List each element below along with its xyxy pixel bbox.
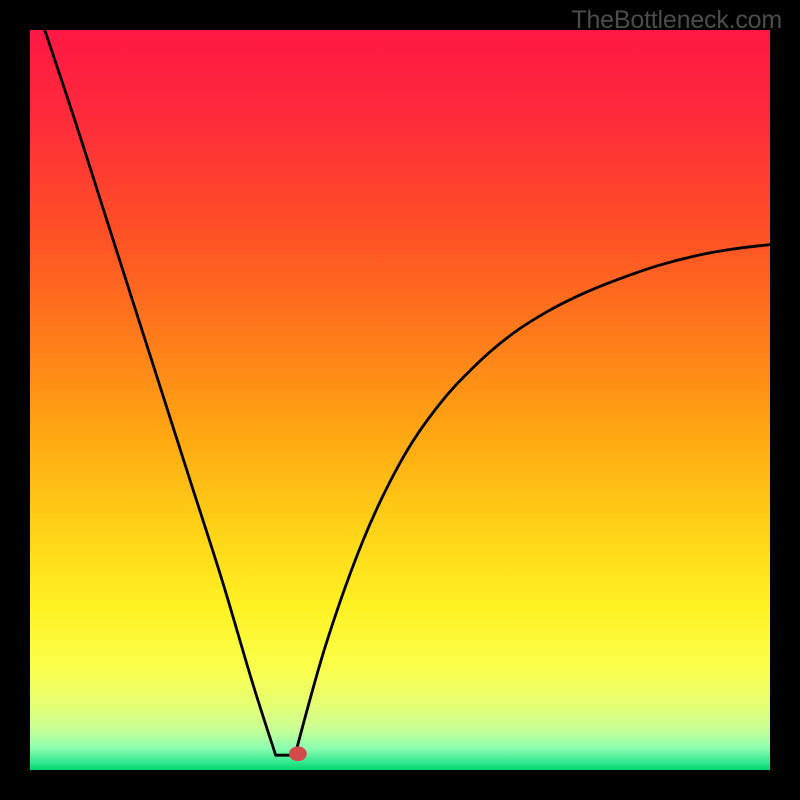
chart-svg bbox=[30, 30, 770, 770]
bottleneck-chart bbox=[30, 30, 770, 770]
optimal-point-marker bbox=[289, 746, 307, 761]
chart-frame: TheBottleneck.com bbox=[0, 0, 800, 800]
gradient-background bbox=[30, 30, 770, 770]
